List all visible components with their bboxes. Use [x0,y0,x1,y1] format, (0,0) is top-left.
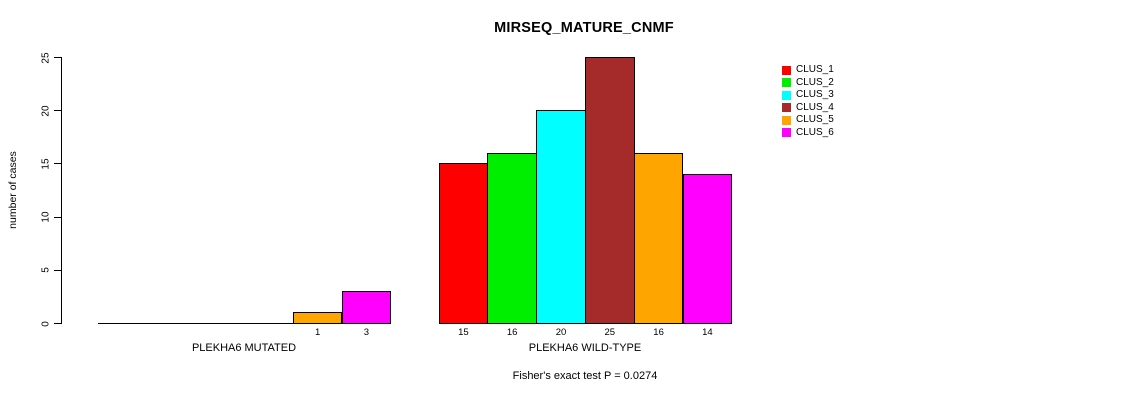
y-tick-label: 0 [40,320,52,327]
bar-CLUS_5 [633,152,684,324]
legend-swatch-CLUS_1 [782,65,791,75]
bar-CLUS_3 [536,110,586,324]
y-tick-label: 10 [40,211,52,223]
legend-label: CLUS_2 [796,76,834,88]
bar-CLUS_1 [438,163,489,324]
legend-swatch-CLUS_5 [782,115,791,125]
bar-CLUS_4 [584,57,635,324]
legend-label: CLUS_1 [796,64,834,76]
bar-value-label: 15 [458,327,469,338]
y-axis-tick [54,163,61,165]
legend-label: CLUS_4 [796,101,834,113]
legend-row: CLUS_2 [782,77,834,90]
bar-CLUS_1-zero [97,323,148,324]
bar-value-label: 1 [314,327,321,338]
y-tick-label: 20 [40,105,52,117]
group-label-wildtype: PLEKHA6 WILD-TYPE [528,342,642,354]
legend-label: CLUS_6 [796,126,834,138]
chart-title: MIRSEQ_MATURE_CNMF [494,20,674,36]
y-axis-tick [54,323,61,324]
y-axis-line [61,57,62,324]
bar-CLUS_4-zero [243,323,294,324]
bar-value-label: 3 [363,327,370,338]
bar-value-label: 14 [702,327,713,338]
legend-row: CLUS_1 [782,64,834,77]
legend-row: CLUS_4 [782,102,834,115]
legend-row: CLUS_5 [782,114,834,127]
legend-row: CLUS_3 [782,89,834,102]
legend-label: CLUS_3 [796,89,834,101]
legend-label: CLUS_5 [796,114,834,126]
bar-CLUS_3-zero [195,323,245,324]
bar-value-label: 25 [604,327,616,338]
group-label-mutated: PLEKHA6 MUTATED [191,342,297,354]
bar-CLUS_2-zero [146,323,197,324]
legend-swatch-CLUS_2 [782,78,791,88]
bar-CLUS_6 [341,291,392,324]
y-tick-label: 25 [40,51,52,64]
legend-swatch-CLUS_3 [782,90,791,100]
fisher-test-caption: Fisher's exact test P = 0.0274 [512,370,658,382]
y-tick-label: 5 [40,267,52,274]
y-tick-label: 15 [40,158,52,170]
legend-swatch-CLUS_6 [782,128,791,138]
y-axis-tick [54,110,61,112]
y-axis-tick [54,216,61,218]
y-axis-tick [54,57,61,58]
bar-CLUS_2 [487,152,538,324]
bar-value-label: 16 [506,327,518,338]
legend-row: CLUS_6 [782,127,834,140]
bar-CLUS_6 [682,174,733,324]
legend-swatch-CLUS_4 [782,103,791,113]
bar-CLUS_5 [292,312,343,324]
bar-value-label: 20 [555,327,567,338]
legend: CLUS_1 CLUS_2 CLUS_3 CLUS_4 CLUS_5 CLUS_6 [782,64,834,139]
y-axis-tick [54,269,61,271]
bar-value-label: 16 [653,327,664,338]
